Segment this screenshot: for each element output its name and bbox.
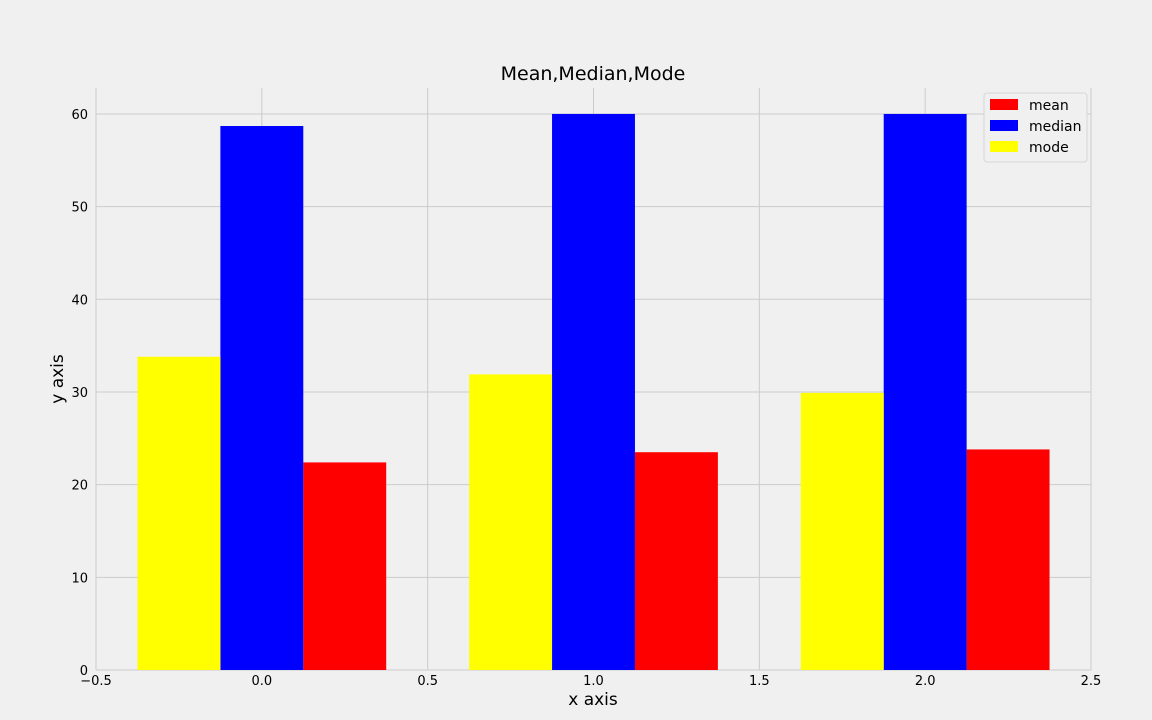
x-tick-label: 2.5 bbox=[1081, 674, 1102, 689]
legend-swatch-median bbox=[990, 120, 1018, 131]
y-tick-label: 0 bbox=[80, 664, 88, 679]
bars bbox=[137, 113, 1050, 671]
y-tick-label: 40 bbox=[71, 293, 88, 308]
bar-median-1 bbox=[552, 113, 635, 671]
legend: mean median mode bbox=[983, 92, 1088, 163]
x-tick-label: 2.0 bbox=[915, 674, 936, 689]
bar-median-0 bbox=[220, 125, 304, 670]
x-tick-label: −0.5 bbox=[80, 674, 112, 689]
y-tick-label: 30 bbox=[71, 386, 88, 401]
x-tick-label: 0.0 bbox=[251, 674, 272, 689]
x-tick-label: 1.5 bbox=[749, 674, 770, 689]
y-tick-label: 50 bbox=[71, 201, 88, 216]
legend-label-mean: mean bbox=[1029, 98, 1069, 114]
bar-mode-2 bbox=[800, 392, 884, 670]
bar-mode-1 bbox=[469, 374, 553, 670]
chart-title: Mean,Median,Mode bbox=[501, 63, 686, 85]
bar-mean-0 bbox=[303, 462, 387, 670]
legend-swatch-mean bbox=[990, 99, 1018, 110]
x-axis-ticks: −0.5 0.0 0.5 1.0 1.5 2.0 2.5 bbox=[80, 674, 1101, 689]
bar-mode-0 bbox=[137, 356, 221, 670]
x-tick-label: 1.0 bbox=[583, 674, 604, 689]
bar-mean-1 bbox=[634, 452, 718, 670]
y-tick-label: 10 bbox=[71, 571, 88, 586]
legend-label-mode: mode bbox=[1029, 140, 1069, 156]
y-tick-label: 20 bbox=[71, 479, 88, 494]
y-tick-label: 60 bbox=[71, 108, 88, 123]
legend-label-median: median bbox=[1029, 119, 1081, 135]
x-axis-label: x axis bbox=[568, 690, 618, 710]
y-axis-label: y axis bbox=[48, 354, 68, 404]
x-tick-label: 0.5 bbox=[417, 674, 438, 689]
legend-swatch-mode bbox=[990, 141, 1018, 152]
bar-median-2 bbox=[883, 113, 967, 671]
y-axis-ticks: 0 10 20 30 40 50 60 bbox=[71, 108, 88, 679]
bar-mean-2 bbox=[966, 449, 1050, 670]
